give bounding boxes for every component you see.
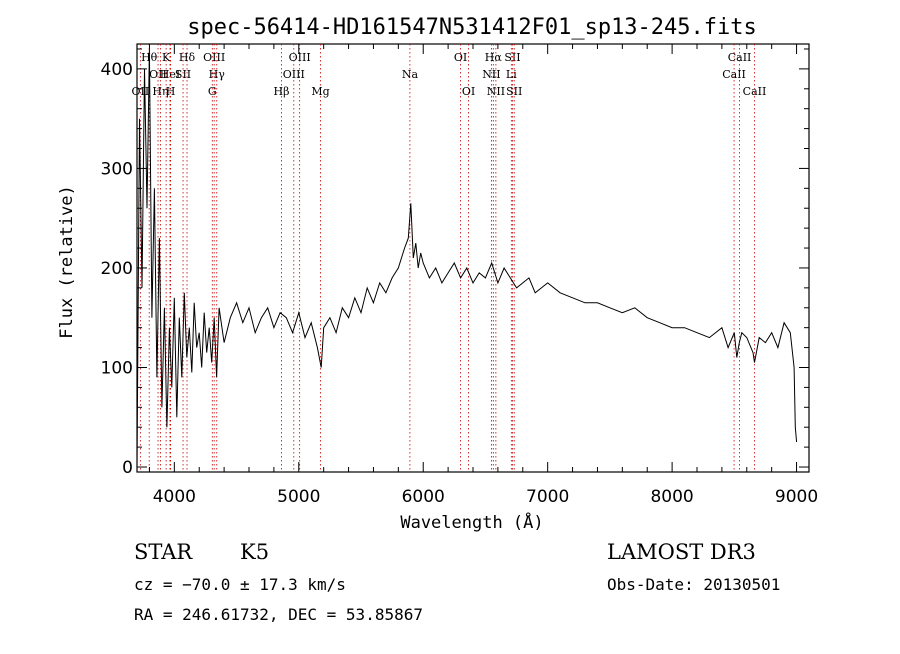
x-tick-label: 4000 bbox=[153, 487, 196, 507]
y-tick-label: 200 bbox=[101, 259, 133, 279]
spectral-line-label: CaII bbox=[722, 68, 746, 81]
object-class: STAR bbox=[134, 540, 193, 564]
x-tick-label: 9000 bbox=[775, 487, 818, 507]
observation-date: Obs-Date: 20130501 bbox=[607, 575, 780, 594]
spectral-line-label: CaII bbox=[728, 51, 752, 64]
x-tick-label: 7000 bbox=[526, 487, 569, 507]
spectral-line-label: Hγ bbox=[209, 68, 226, 81]
ra-dec-coordinates: RA = 246.61732, DEC = 53.85867 bbox=[134, 605, 423, 624]
spectral-line-label: G bbox=[208, 85, 217, 98]
spectral-line-label: Hα bbox=[485, 51, 503, 64]
y-tick-label: 100 bbox=[101, 358, 133, 378]
x-tick-label: 5000 bbox=[277, 487, 320, 507]
spectral-line-label: SII bbox=[504, 51, 520, 64]
spectral-line-label: HeI bbox=[160, 68, 180, 81]
x-tick-label: 8000 bbox=[650, 487, 693, 507]
chart-title: spec-56414-HD161547N531412F01_sp13-245.f… bbox=[187, 15, 757, 40]
spectral-line-label: Li bbox=[506, 68, 517, 81]
spectral-line-label: NII bbox=[487, 85, 505, 98]
spectral-line-label: OII bbox=[132, 85, 150, 98]
x-axis-label: Wavelength (Å) bbox=[400, 511, 543, 533]
spectrum-line bbox=[136, 48, 798, 468]
x-axis-ticks: 4000 5000 6000 7000 8000 9000 bbox=[148, 44, 818, 507]
spectral-line-label: OI bbox=[462, 85, 475, 98]
spectral-line-label: OI bbox=[454, 51, 467, 64]
spectral-line-label: NII bbox=[482, 68, 500, 81]
spectral-line-label: Na bbox=[402, 68, 419, 81]
spectral-line-label: Mg bbox=[311, 85, 329, 98]
spectral-line-label: OII bbox=[149, 68, 167, 81]
y-axis-label: Flux (relative) bbox=[57, 185, 77, 339]
spectral-line-label: OIII bbox=[289, 51, 311, 64]
y-tick-label: 300 bbox=[101, 159, 133, 179]
x-tick-label: 6000 bbox=[402, 487, 445, 507]
spectral-line-label: SII bbox=[506, 85, 522, 98]
spectral-line-label: OIII bbox=[283, 68, 305, 81]
plot-frame bbox=[136, 43, 810, 473]
spectral-line-label: K bbox=[162, 51, 171, 64]
spectral-line-label: Hδ bbox=[179, 51, 196, 64]
y-tick-label: 0 bbox=[122, 458, 133, 478]
spectral-line-label: CaII bbox=[743, 85, 767, 98]
survey-name: LAMOST DR3 bbox=[607, 540, 756, 564]
object-subclass: K5 bbox=[240, 540, 269, 564]
spectral-line-label: H bbox=[166, 85, 176, 98]
redshift-velocity: cz = −70.0 ± 17.3 km/s bbox=[134, 575, 346, 594]
spectral-line-label: Hβ bbox=[274, 85, 290, 98]
spectral-line-label: SII bbox=[175, 68, 191, 81]
spectral-line-label: OIII bbox=[203, 51, 225, 64]
y-axis-ticks: 0 100 200 300 400 bbox=[101, 48, 809, 478]
spectral-line-label: Hη bbox=[152, 85, 168, 98]
y-tick-label: 400 bbox=[101, 60, 133, 80]
